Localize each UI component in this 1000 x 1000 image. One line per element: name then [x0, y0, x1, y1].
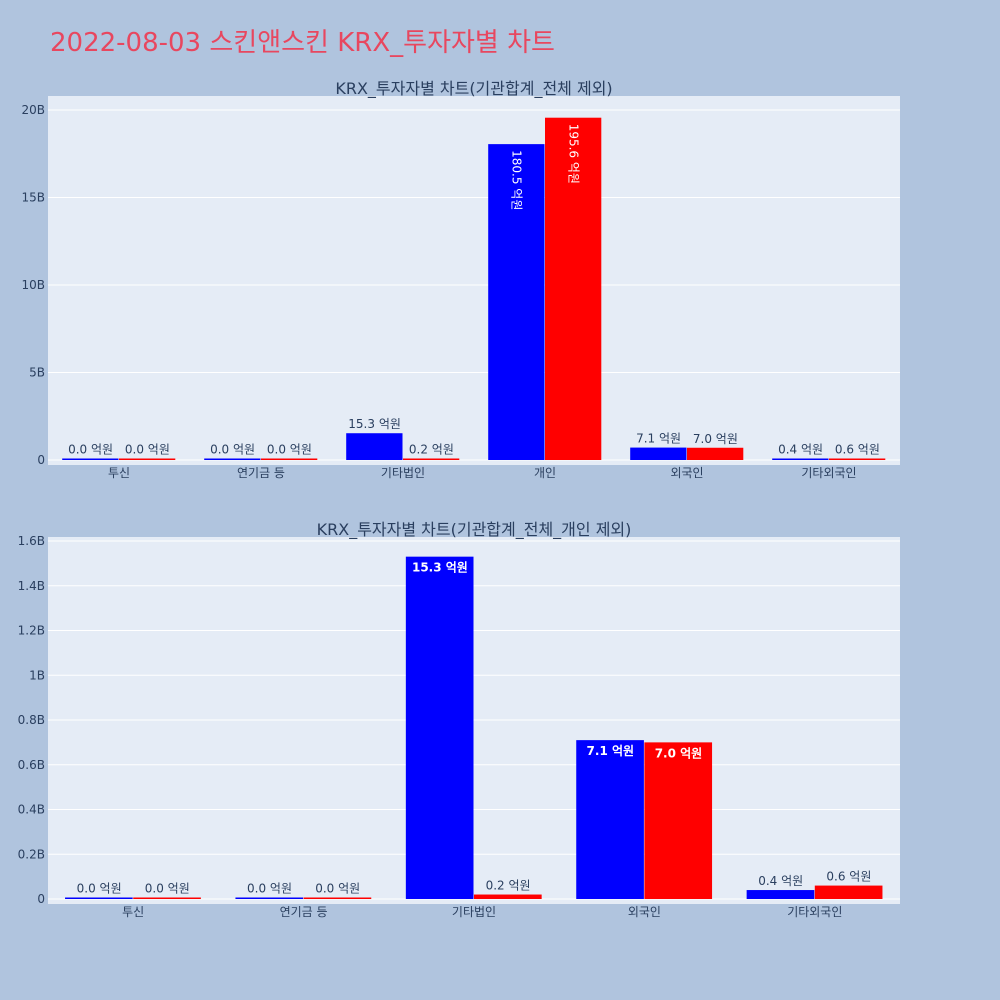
x-tick-label: 투신 [108, 466, 130, 480]
bar [403, 458, 460, 460]
y-tick-label: 1.4B [18, 579, 45, 593]
data-label: 7.1 억원 [636, 432, 681, 446]
y-tick-label: 15B [21, 191, 45, 205]
data-label: 0.6 억원 [835, 443, 880, 457]
x-tick-label: 개인 [534, 466, 556, 480]
plot-area [48, 96, 900, 465]
data-label: 180.5 억원 [510, 150, 524, 210]
data-label: 0.0 억원 [267, 443, 312, 457]
chart-title: KRX_투자자별 차트(기관합계_전체 제외) [335, 79, 612, 99]
x-tick-label: 연기금 등 [280, 905, 328, 919]
data-label: 0.6 억원 [826, 870, 871, 884]
x-tick-label: 외국인 [670, 466, 703, 480]
bar [814, 885, 883, 899]
bar [133, 897, 201, 899]
bar [644, 742, 713, 899]
bar [346, 433, 403, 460]
data-label: 0.2 억원 [409, 443, 454, 457]
bar [772, 458, 829, 460]
bar [746, 890, 815, 899]
bar [261, 458, 318, 460]
data-label: 0.4 억원 [778, 443, 823, 457]
y-tick-label: 0 [37, 892, 45, 906]
y-tick-label: 1.2B [18, 624, 45, 638]
data-label: 0.0 억원 [125, 443, 170, 457]
data-label: 0.0 억원 [77, 882, 122, 896]
data-label: 7.0 억원 [693, 432, 738, 446]
y-tick-label: 0.6B [18, 758, 45, 772]
x-tick-label: 연기금 등 [237, 466, 285, 480]
y-tick-label: 0 [37, 453, 45, 467]
y-tick-label: 1.6B [18, 534, 45, 548]
x-tick-label: 기타법인 [452, 905, 496, 919]
y-tick-label: 10B [21, 278, 45, 292]
data-label: 7.0 억원 [655, 746, 703, 760]
data-label: 7.1 억원 [587, 744, 635, 758]
x-tick-label: 기타외국인 [787, 905, 842, 919]
chart-2: 0 0.2B 0.4B 0.6B 0.8B 1B 1.2B 1.4B 1.6B KRX_투자자별 … [18, 520, 900, 919]
y-tick-label: 1B [29, 668, 45, 682]
bar [65, 897, 133, 899]
y-tick-label: 0.4B [18, 803, 45, 817]
bar [545, 117, 602, 460]
bar [687, 447, 744, 460]
bar [204, 458, 261, 460]
data-label: 15.3 억원 [348, 417, 401, 431]
data-label: 0.0 억원 [210, 443, 255, 457]
data-label: 0.4 억원 [758, 874, 803, 888]
bar [576, 740, 644, 899]
data-label: 0.0 억원 [68, 443, 113, 457]
data-label: 195.6 억원 [566, 124, 580, 184]
x-tick-label: 외국인 [628, 905, 661, 919]
bar [119, 458, 176, 460]
y-tick-label: 0.2B [18, 847, 45, 861]
bar [630, 447, 687, 460]
x-tick-label: 투신 [122, 905, 144, 919]
data-label: 15.3 억원 [412, 561, 468, 575]
y-tick-label: 0.8B [18, 713, 45, 727]
bar [235, 897, 304, 899]
chart-title: KRX_투자자별 차트(기관합계_전체_개인 제외) [317, 520, 632, 540]
bar [488, 144, 545, 460]
data-label: 0.0 억원 [247, 882, 292, 896]
bar [62, 458, 119, 460]
y-tick-label: 5B [29, 366, 45, 380]
chart-1: 0 5B 10B 15B 20B KRX_투자자별 차트(기관합계_전체 제외) 투신 0.0… [21, 79, 900, 480]
x-tick-label: 기타법인 [381, 466, 425, 480]
bar [405, 556, 474, 899]
page-title: 2022-08-03 스킨앤스킨 KRX_투자자별 차트 [50, 28, 555, 58]
bar [474, 894, 542, 899]
y-tick-label: 20B [21, 103, 45, 117]
data-label: 0.0 억원 [145, 882, 190, 896]
data-label: 0.0 억원 [315, 882, 360, 896]
bar [829, 458, 886, 460]
x-tick-label: 기타외국인 [801, 466, 856, 480]
data-label: 0.2 억원 [486, 879, 531, 893]
bar [303, 897, 372, 899]
